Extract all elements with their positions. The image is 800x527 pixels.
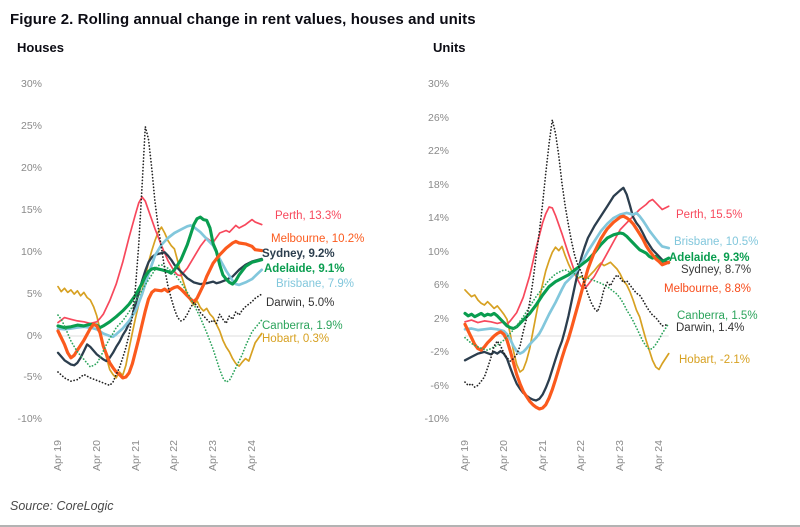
houses-chart-title: Houses <box>17 40 64 55</box>
houses-series-line-darwin <box>57 125 263 387</box>
houses-series-line-canberra <box>57 263 263 383</box>
units-chart-title: Units <box>433 40 466 55</box>
source-note: Source: CoreLogic <box>10 499 114 513</box>
units-series-line-melbourne <box>463 214 671 411</box>
units-series-line-darwin <box>464 119 670 388</box>
units-series-line-hobart <box>464 245 670 373</box>
houses-series-line-perth <box>57 196 263 325</box>
bottom-divider <box>0 525 800 527</box>
units-series-line-adelaide <box>463 231 671 331</box>
units-series-line-canberra <box>464 268 670 352</box>
houses-series-line-adelaide <box>56 215 264 330</box>
figure-title: Figure 2. Rolling annual change in rent … <box>10 11 476 28</box>
houses-series-line-sydney <box>56 251 263 367</box>
houses-series-line-melbourne <box>56 239 264 380</box>
